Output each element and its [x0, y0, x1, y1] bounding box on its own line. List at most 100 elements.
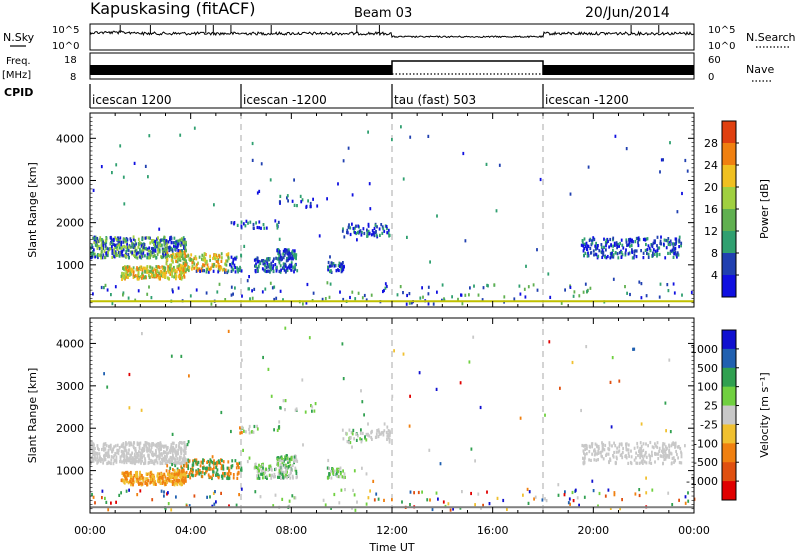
data-cell: [176, 239, 179, 243]
data-cell: [228, 475, 231, 479]
data-cell: [94, 255, 96, 259]
data-cell: [128, 471, 131, 475]
data-cell: [254, 462, 257, 466]
data-cell: [183, 238, 186, 242]
data-cell: [591, 479, 594, 483]
data-cell: [532, 283, 535, 287]
data-cell: [674, 246, 677, 250]
data-cell: [279, 463, 282, 467]
data-cell: [461, 490, 463, 494]
data-cell: [171, 482, 174, 486]
data-cell: [233, 263, 236, 267]
data-cell: [351, 193, 354, 197]
data-cell: [215, 264, 218, 268]
data-cell: [226, 259, 229, 263]
data-cell: [593, 453, 596, 457]
data-cell: [170, 246, 173, 250]
data-cell: [127, 451, 130, 455]
data-cell: [172, 253, 174, 257]
data-cell: [178, 252, 181, 256]
data-cell: [128, 372, 131, 377]
data-cell: [264, 287, 267, 291]
data-cell: [185, 458, 187, 462]
data-cell: [625, 248, 627, 252]
data-cell: [103, 454, 105, 458]
data-cell: [578, 294, 581, 298]
data-cell: [136, 493, 139, 497]
data-cell: [288, 263, 291, 267]
data-cell: [159, 272, 162, 276]
data-cell: [206, 267, 208, 271]
cpid-segment-label: icescan -1200: [243, 93, 327, 107]
data-cell: [124, 253, 126, 257]
data-cell: [104, 451, 107, 455]
data-cell: [279, 406, 282, 410]
data-cell: [365, 438, 368, 442]
data-cell: [158, 239, 161, 243]
data-cell: [597, 458, 599, 462]
data-cell: [367, 130, 369, 134]
data-cell: [227, 460, 230, 464]
data-cell: [139, 441, 142, 445]
data-cell: [260, 226, 262, 230]
data-cell: [202, 263, 204, 267]
data-cell: [203, 269, 205, 273]
data-cell: [287, 465, 290, 469]
data-cell: [234, 459, 237, 463]
data-cell: [658, 449, 660, 454]
data-cell: [638, 493, 641, 498]
data-cell: [439, 462, 442, 466]
y-tick-label: 3000: [56, 174, 84, 187]
noise-right-tick-bottom: 10^0: [708, 41, 735, 52]
data-cell: [680, 452, 683, 456]
data-cell: [240, 269, 243, 273]
data-cell: [408, 301, 411, 305]
data-cell: [112, 238, 115, 243]
colorbar-segment: [722, 121, 736, 144]
data-cell: [170, 445, 172, 449]
data-cell: [163, 494, 165, 498]
data-cell: [659, 170, 661, 174]
data-cell: [347, 146, 350, 150]
data-cell: [203, 252, 206, 256]
data-cell: [167, 268, 169, 272]
data-cell: [645, 442, 647, 446]
data-cell: [597, 254, 600, 258]
data-cell: [680, 244, 682, 248]
data-cell: [134, 246, 137, 250]
data-cell: [240, 468, 242, 472]
data-cell: [138, 450, 140, 454]
data-cell: [653, 252, 656, 256]
data-cell: [164, 444, 167, 448]
data-cell: [180, 477, 183, 481]
data-cell: [333, 469, 336, 473]
data-cell: [164, 450, 167, 454]
data-cell: [383, 422, 386, 426]
data-cell: [388, 434, 391, 438]
data-cell: [613, 491, 616, 495]
data-cell: [157, 241, 159, 245]
data-cell: [274, 475, 276, 479]
data-cell: [326, 466, 329, 470]
data-cell: [141, 452, 143, 456]
data-cell: [132, 456, 134, 460]
data-cell: [640, 249, 642, 253]
data-cell: [600, 450, 602, 454]
data-cell: [150, 247, 153, 251]
data-cell: [137, 271, 140, 275]
data-cell: [284, 457, 287, 461]
x-tick-label: 04:00: [175, 524, 207, 537]
data-cell: [607, 447, 610, 451]
data-cell: [377, 428, 380, 432]
data-cell: [383, 429, 386, 433]
data-cell: [174, 253, 177, 257]
data-cell: [182, 473, 185, 477]
data-cell: [123, 244, 125, 248]
data-cell: [91, 250, 94, 254]
data-cell: [307, 199, 309, 203]
data-cell: [638, 238, 641, 242]
data-cell: [285, 259, 288, 263]
data-cell: [90, 446, 93, 450]
data-cell: [482, 503, 484, 507]
data-cell: [256, 476, 259, 480]
